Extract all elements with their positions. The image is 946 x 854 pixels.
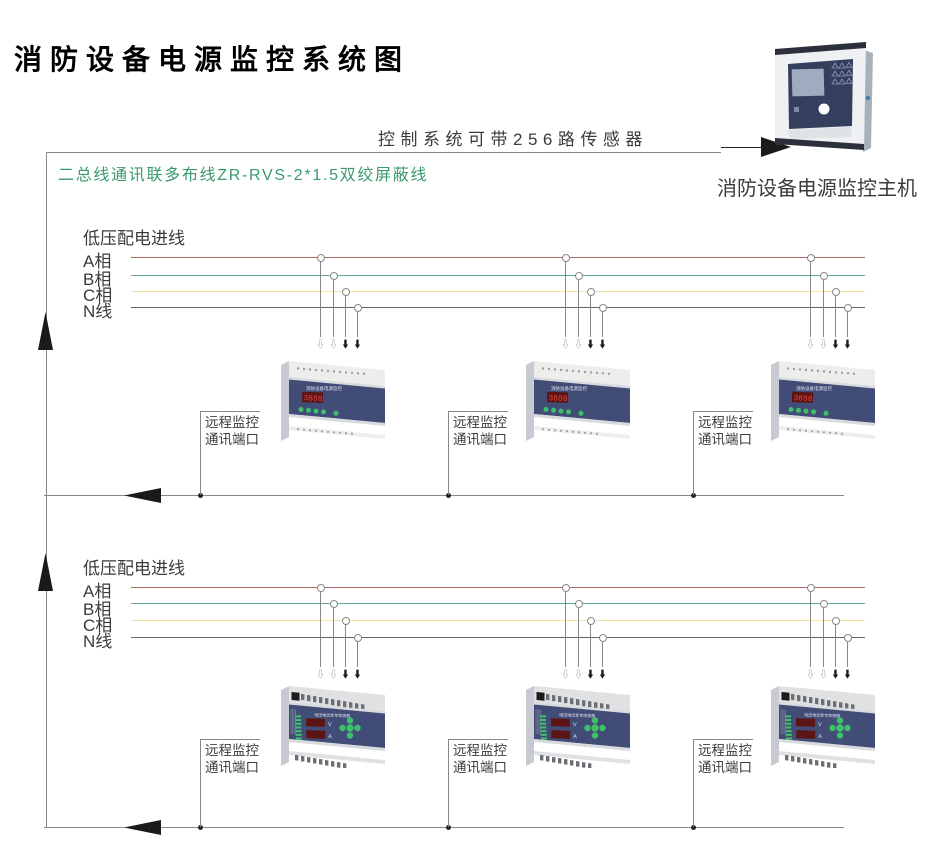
svg-text:V: V [573,722,577,728]
svg-text:3888: 3888 [793,394,813,404]
svg-text:3888: 3888 [548,394,568,404]
svg-text:3888: 3888 [303,394,323,404]
svg-text:A: A [328,734,332,740]
svg-text:V: V [328,722,332,728]
svg-text:A: A [573,734,577,740]
svg-text:电压电流变专体感器: 电压电流变专体感器 [804,711,840,718]
svg-text:消防设备电源监控: 消防设备电源监控 [796,385,832,392]
svg-text:V: V [818,722,822,728]
svg-text:消防设备电源监控: 消防设备电源监控 [306,385,342,392]
svg-text:电压电流变专体感器: 电压电流变专体感器 [559,711,595,718]
svg-text:电压电流变专体感器: 电压电流变专体感器 [314,711,350,718]
svg-text:A: A [818,734,822,740]
svg-text:消防设备电源监控: 消防设备电源监控 [551,385,587,392]
